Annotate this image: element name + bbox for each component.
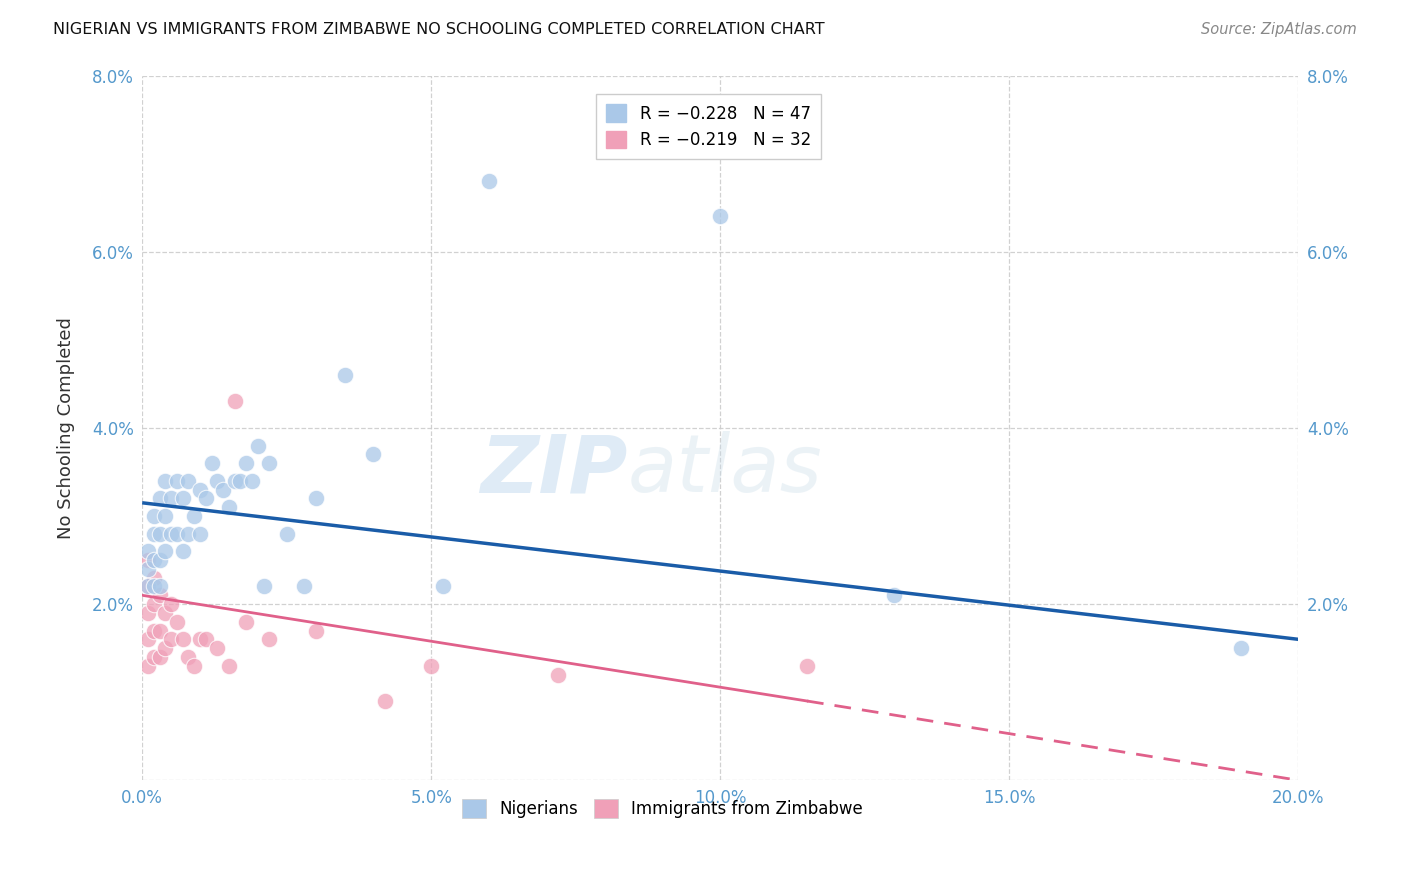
Point <box>235 615 257 629</box>
Legend: Nigerians, Immigrants from Zimbabwe: Nigerians, Immigrants from Zimbabwe <box>456 793 869 825</box>
Point <box>142 624 165 638</box>
Point <box>136 632 159 647</box>
Point <box>224 394 246 409</box>
Point <box>177 474 200 488</box>
Point <box>172 491 194 506</box>
Point <box>235 456 257 470</box>
Point <box>276 526 298 541</box>
Point <box>259 456 281 470</box>
Point <box>136 544 159 558</box>
Point <box>796 658 818 673</box>
Point <box>148 553 170 567</box>
Point <box>148 624 170 638</box>
Point <box>136 658 159 673</box>
Point <box>1229 641 1251 656</box>
Point <box>252 579 274 593</box>
Point <box>142 508 165 523</box>
Point <box>142 571 165 585</box>
Point <box>160 632 183 647</box>
Y-axis label: No Schooling Completed: No Schooling Completed <box>58 317 75 539</box>
Point <box>155 544 177 558</box>
Point <box>148 579 170 593</box>
Point <box>432 579 454 593</box>
Point <box>148 650 170 665</box>
Point <box>155 641 177 656</box>
Point <box>478 174 501 188</box>
Point <box>188 526 211 541</box>
Point <box>148 588 170 602</box>
Point <box>207 474 229 488</box>
Point <box>155 606 177 620</box>
Point <box>166 474 188 488</box>
Point <box>172 544 194 558</box>
Point <box>160 526 183 541</box>
Point <box>136 606 159 620</box>
Point <box>194 632 217 647</box>
Text: NIGERIAN VS IMMIGRANTS FROM ZIMBABWE NO SCHOOLING COMPLETED CORRELATION CHART: NIGERIAN VS IMMIGRANTS FROM ZIMBABWE NO … <box>53 22 825 37</box>
Point <box>207 641 229 656</box>
Point <box>160 597 183 611</box>
Point <box>304 624 326 638</box>
Point <box>883 588 905 602</box>
Point <box>292 579 315 593</box>
Point <box>142 526 165 541</box>
Point <box>142 553 165 567</box>
Point <box>177 526 200 541</box>
Point <box>200 456 222 470</box>
Point <box>136 579 159 593</box>
Point <box>177 650 200 665</box>
Point <box>148 526 170 541</box>
Point <box>166 615 188 629</box>
Point <box>155 508 177 523</box>
Point <box>148 491 170 506</box>
Text: atlas: atlas <box>628 431 823 509</box>
Point <box>259 632 281 647</box>
Point <box>229 474 252 488</box>
Point <box>188 632 211 647</box>
Point <box>333 368 356 382</box>
Point <box>240 474 263 488</box>
Point <box>172 632 194 647</box>
Point <box>183 508 205 523</box>
Point <box>188 483 211 497</box>
Point <box>218 500 240 515</box>
Point <box>166 526 188 541</box>
Point <box>136 553 159 567</box>
Point <box>224 474 246 488</box>
Text: Source: ZipAtlas.com: Source: ZipAtlas.com <box>1201 22 1357 37</box>
Point <box>194 491 217 506</box>
Point <box>709 210 731 224</box>
Point <box>142 597 165 611</box>
Point <box>304 491 326 506</box>
Point <box>363 447 385 461</box>
Point <box>136 562 159 576</box>
Point <box>155 474 177 488</box>
Point <box>142 650 165 665</box>
Text: ZIP: ZIP <box>481 431 628 509</box>
Point <box>246 438 269 452</box>
Point <box>420 658 443 673</box>
Point <box>136 579 159 593</box>
Point <box>183 658 205 673</box>
Point <box>160 491 183 506</box>
Point <box>547 667 569 681</box>
Point <box>212 483 235 497</box>
Point <box>218 658 240 673</box>
Point <box>374 694 396 708</box>
Point <box>142 579 165 593</box>
